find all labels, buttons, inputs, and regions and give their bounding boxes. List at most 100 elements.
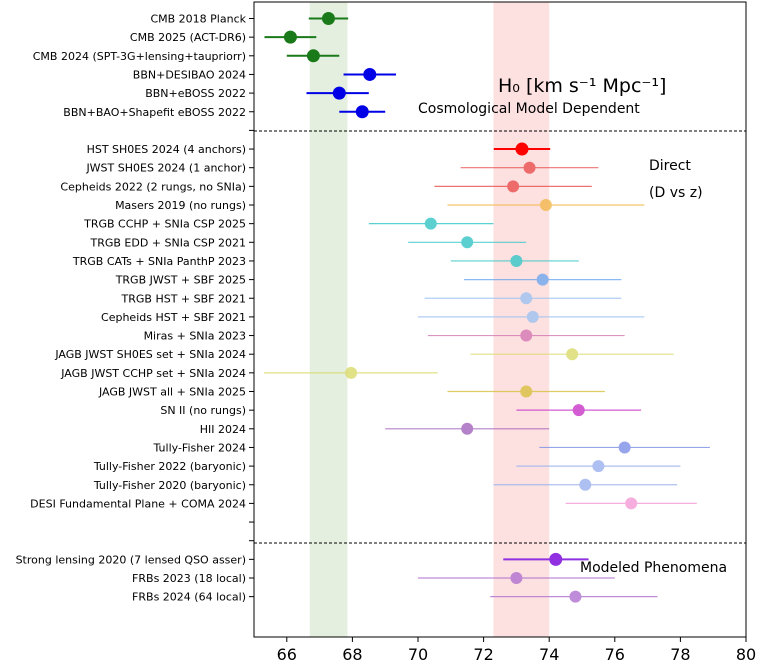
section-title-modeled: Modeled Phenomena xyxy=(580,560,727,576)
row-label: TRGB EDD + SNIa CSP 2021 xyxy=(89,236,246,249)
section-title-direct: Direct xyxy=(649,158,691,174)
data-point xyxy=(579,478,592,491)
data-point-group xyxy=(470,348,674,361)
x-axis: 66 68 70 72 74 76 78 80 xyxy=(277,637,756,664)
section-subtitle-direct: (D vs z) xyxy=(649,185,703,201)
row-label: TRGB JWST + SBF 2025 xyxy=(115,274,246,287)
row-ticks xyxy=(249,18,254,598)
x-tick-label: 80 xyxy=(736,645,756,664)
data-point xyxy=(424,217,437,230)
row-label: Masers 2019 (no rungs) xyxy=(115,199,246,212)
data-point-group xyxy=(306,86,369,100)
data-point-group xyxy=(434,180,592,193)
data-point-group xyxy=(418,310,645,323)
data-point-group xyxy=(418,572,615,584)
band-0 xyxy=(309,2,348,637)
data-marks xyxy=(263,12,710,603)
data-point-group xyxy=(460,161,599,174)
row-label: Strong lensing 2020 (7 lensed QSO asser) xyxy=(16,553,246,566)
data-point-group xyxy=(264,30,317,44)
data-point xyxy=(306,49,320,63)
highlight-bands xyxy=(309,2,550,637)
row-label: HST SH0ES 2024 (4 anchors) xyxy=(87,143,246,156)
x-tick-label: 74 xyxy=(539,645,559,664)
data-point xyxy=(507,180,520,193)
data-point xyxy=(510,572,523,584)
data-point xyxy=(526,310,539,323)
data-point xyxy=(515,142,529,156)
data-point-group xyxy=(493,142,551,156)
section-title-cosmological: Cosmological Model Dependent xyxy=(418,101,640,117)
data-point xyxy=(520,329,533,342)
data-point-group xyxy=(408,236,527,249)
row-label: TRGB HST + SBF 2021 xyxy=(121,292,246,305)
row-label: JWST SH0ES 2024 (1 anchor) xyxy=(85,162,246,175)
row-label: DESI Fundamental Plane + COMA 2024 xyxy=(30,497,246,510)
row-label: Cepheids HST + SBF 2021 xyxy=(101,311,246,324)
row-label: CMB 2024 (SPT-3G+lensing+taupriorr) xyxy=(33,50,246,63)
data-point xyxy=(345,366,358,379)
row-label: BBN+eBOSS 2022 xyxy=(145,87,246,100)
row-labels: CMB 2018 Planck CMB 2025 (ACT-DR6) CMB 202… xyxy=(16,13,247,604)
row-label: JAGB JWST all + SNIa 2025 xyxy=(98,386,246,399)
data-point-group xyxy=(263,366,438,379)
row-label: Cepheids 2022 (2 rungs, no SNIa) xyxy=(60,180,246,193)
data-point-group xyxy=(503,552,589,566)
data-point xyxy=(592,460,605,473)
row-label: TRGB CATs + SNIa PanthP 2023 xyxy=(72,255,246,268)
row-label: FRBs 2023 (18 local) xyxy=(132,572,246,585)
row-label: Tully-Fisher 2020 (baryonic) xyxy=(93,479,246,492)
data-point-group xyxy=(516,460,681,473)
plot-frame xyxy=(253,1,747,638)
row-label: FRBs 2024 (64 local) xyxy=(132,591,246,604)
x-tick-label: 78 xyxy=(670,645,690,664)
data-point xyxy=(510,254,523,267)
data-point xyxy=(625,497,638,510)
data-point-group xyxy=(286,49,340,63)
data-point xyxy=(321,12,335,25)
row-label: Tully-Fisher 2022 (baryonic) xyxy=(93,460,246,473)
row-label: CMB 2018 Planck xyxy=(150,13,246,26)
data-point xyxy=(461,236,474,249)
data-point-group xyxy=(368,217,494,230)
row-label: BBN+BAO+Shapefit eBOSS 2022 xyxy=(63,106,246,119)
data-point xyxy=(549,552,563,566)
data-point xyxy=(363,67,377,81)
row-label: Tully-Fisher 2024 xyxy=(153,441,247,454)
data-point xyxy=(283,30,297,44)
x-tick-label: 68 xyxy=(342,645,362,664)
data-point xyxy=(332,86,346,100)
data-point xyxy=(618,441,631,454)
row-label: CMB 2025 (ACT-DR6) xyxy=(130,31,246,44)
row-label: JAGB JWST CCHP set + SNIa 2024 xyxy=(60,367,246,380)
data-point-group xyxy=(539,441,710,454)
data-point-group xyxy=(565,497,697,510)
data-point-group xyxy=(343,67,397,81)
data-point xyxy=(520,385,533,398)
data-point-group xyxy=(427,329,625,342)
data-point xyxy=(523,161,536,174)
x-tick-label: 72 xyxy=(473,645,493,664)
data-point-group xyxy=(463,273,622,286)
data-point xyxy=(520,292,533,305)
data-point-group xyxy=(339,105,386,119)
x-tick-label: 70 xyxy=(408,645,428,664)
data-point-group xyxy=(385,422,550,435)
band-1 xyxy=(493,2,550,637)
x-tick-label: 66 xyxy=(277,645,297,664)
row-label: SN II (no rungs) xyxy=(160,404,246,417)
data-point xyxy=(566,348,579,361)
row-label: HII 2024 xyxy=(200,423,246,436)
data-point xyxy=(569,590,582,603)
data-point-group xyxy=(450,254,579,267)
data-point-group xyxy=(493,478,678,491)
row-label: TRGB CCHP + SNIa CSP 2025 xyxy=(83,218,246,231)
data-point-group xyxy=(490,590,658,603)
data-point-group xyxy=(424,292,622,305)
data-point-group xyxy=(308,12,349,25)
data-point-group xyxy=(447,385,605,398)
data-point xyxy=(355,105,369,119)
row-label: BBN+DESIBAO 2024 xyxy=(133,68,246,81)
data-point xyxy=(572,404,585,417)
